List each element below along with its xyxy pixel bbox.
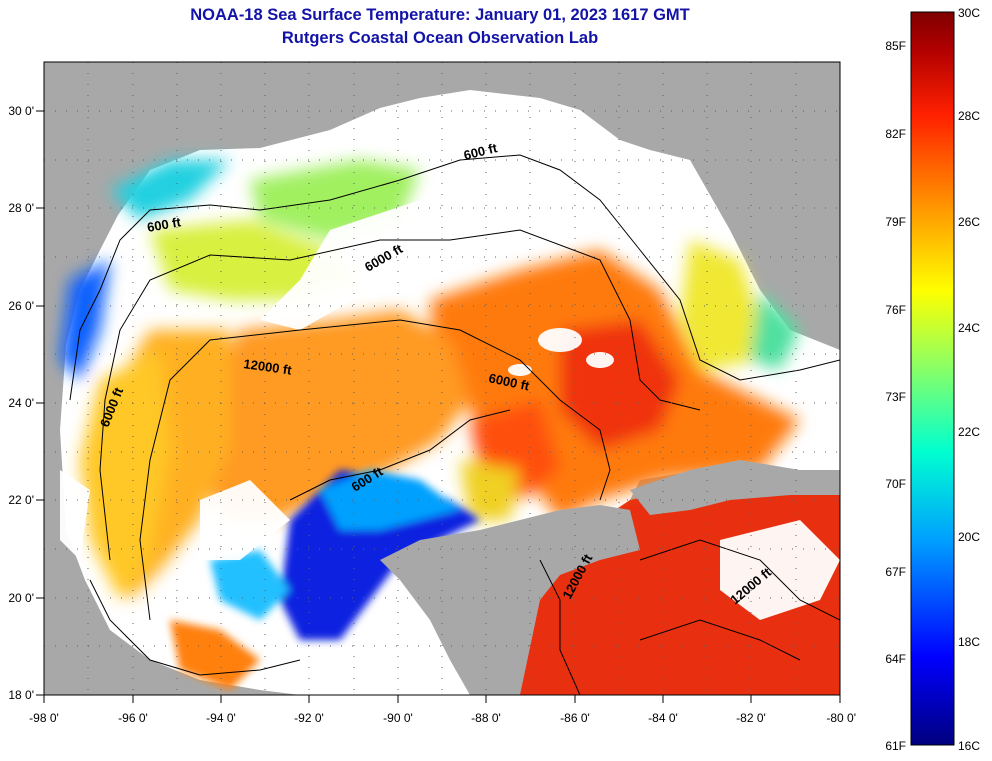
yucatan-land (380, 505, 640, 695)
colorbar-f-label: 64F (885, 652, 906, 666)
colorbar-c-label: 26C (958, 215, 980, 229)
colorbar-c-label: 28C (958, 109, 980, 123)
sst-field (60, 160, 800, 600)
colorbar-f-label: 79F (885, 215, 906, 229)
map-border (43, 61, 841, 696)
colorbar-c-label: 22C (958, 425, 980, 439)
lat-tick-label: 18 0' (8, 688, 34, 702)
lon-tick-label: -96 0' (118, 711, 148, 725)
colorbar-f-label: 70F (885, 477, 906, 491)
lon-tick-label: -86 0' (560, 711, 590, 725)
contour-label: 600 ft (146, 214, 183, 235)
lon-tick-label: -92 0' (294, 711, 324, 725)
map-plot-area: 600 ft 600 ft 6000 ft 12000 ft 6000 ft 6… (44, 62, 840, 695)
colorbar-f-label: 76F (885, 303, 906, 317)
colorbar-c-label: 16C (958, 739, 980, 753)
lon-tick-label: -84 0' (648, 711, 678, 725)
map-title: NOAA-18 Sea Surface Temperature: January… (190, 6, 690, 24)
lat-tick-label: 20 0' (8, 591, 34, 605)
colorbar-f-label: 73F (885, 390, 906, 404)
lon-tick-label: -80 0' (826, 711, 856, 725)
colorbar-c-label: 30C (958, 6, 980, 20)
lon-tick-label: -98 0' (29, 711, 59, 725)
lat-tick-label: 30 0' (8, 104, 34, 118)
lat-tick-label: 28 0' (8, 201, 34, 215)
axis-ticks (36, 110, 841, 703)
colorbar-scale (910, 11, 955, 746)
colorbar-f-label: 67F (885, 565, 906, 579)
colorbar-f-label: 61F (885, 739, 906, 753)
bathymetry-contours (69, 154, 840, 695)
lat-tick-label: 24 0' (8, 396, 34, 410)
colorbar-f-label: 82F (885, 127, 906, 141)
colorbar: 85F 82F 79F 76F 73F 70F 67F 64F 61F 30C … (885, 6, 980, 753)
lon-tick-label: -90 0' (383, 711, 413, 725)
contour-label: 12000 ft (243, 356, 294, 378)
colorbar-f-label: 85F (885, 39, 906, 53)
colorbar-c-label: 24C (958, 321, 980, 335)
graticule (44, 62, 840, 695)
colorbar-c-label: 18C (958, 635, 980, 649)
lon-tick-label: -94 0' (206, 711, 236, 725)
lat-tick-label: 22 0' (8, 493, 34, 507)
map-subtitle: Rutgers Coastal Ocean Observation Lab (281, 29, 599, 47)
lon-tick-label: -82 0' (736, 711, 766, 725)
lon-tick-label: -88 0' (471, 711, 501, 725)
lat-tick-label: 26 0' (8, 299, 34, 313)
longitude-labels: -98 0' -96 0' -94 0' -92 0' -90 0' -88 0… (29, 711, 856, 725)
cuba-land (630, 460, 840, 515)
colorbar-c-label: 20C (958, 530, 980, 544)
latitude-labels: 30 0' 28 0' 26 0' 24 0' 22 0' 20 0' 18 0… (8, 104, 34, 702)
